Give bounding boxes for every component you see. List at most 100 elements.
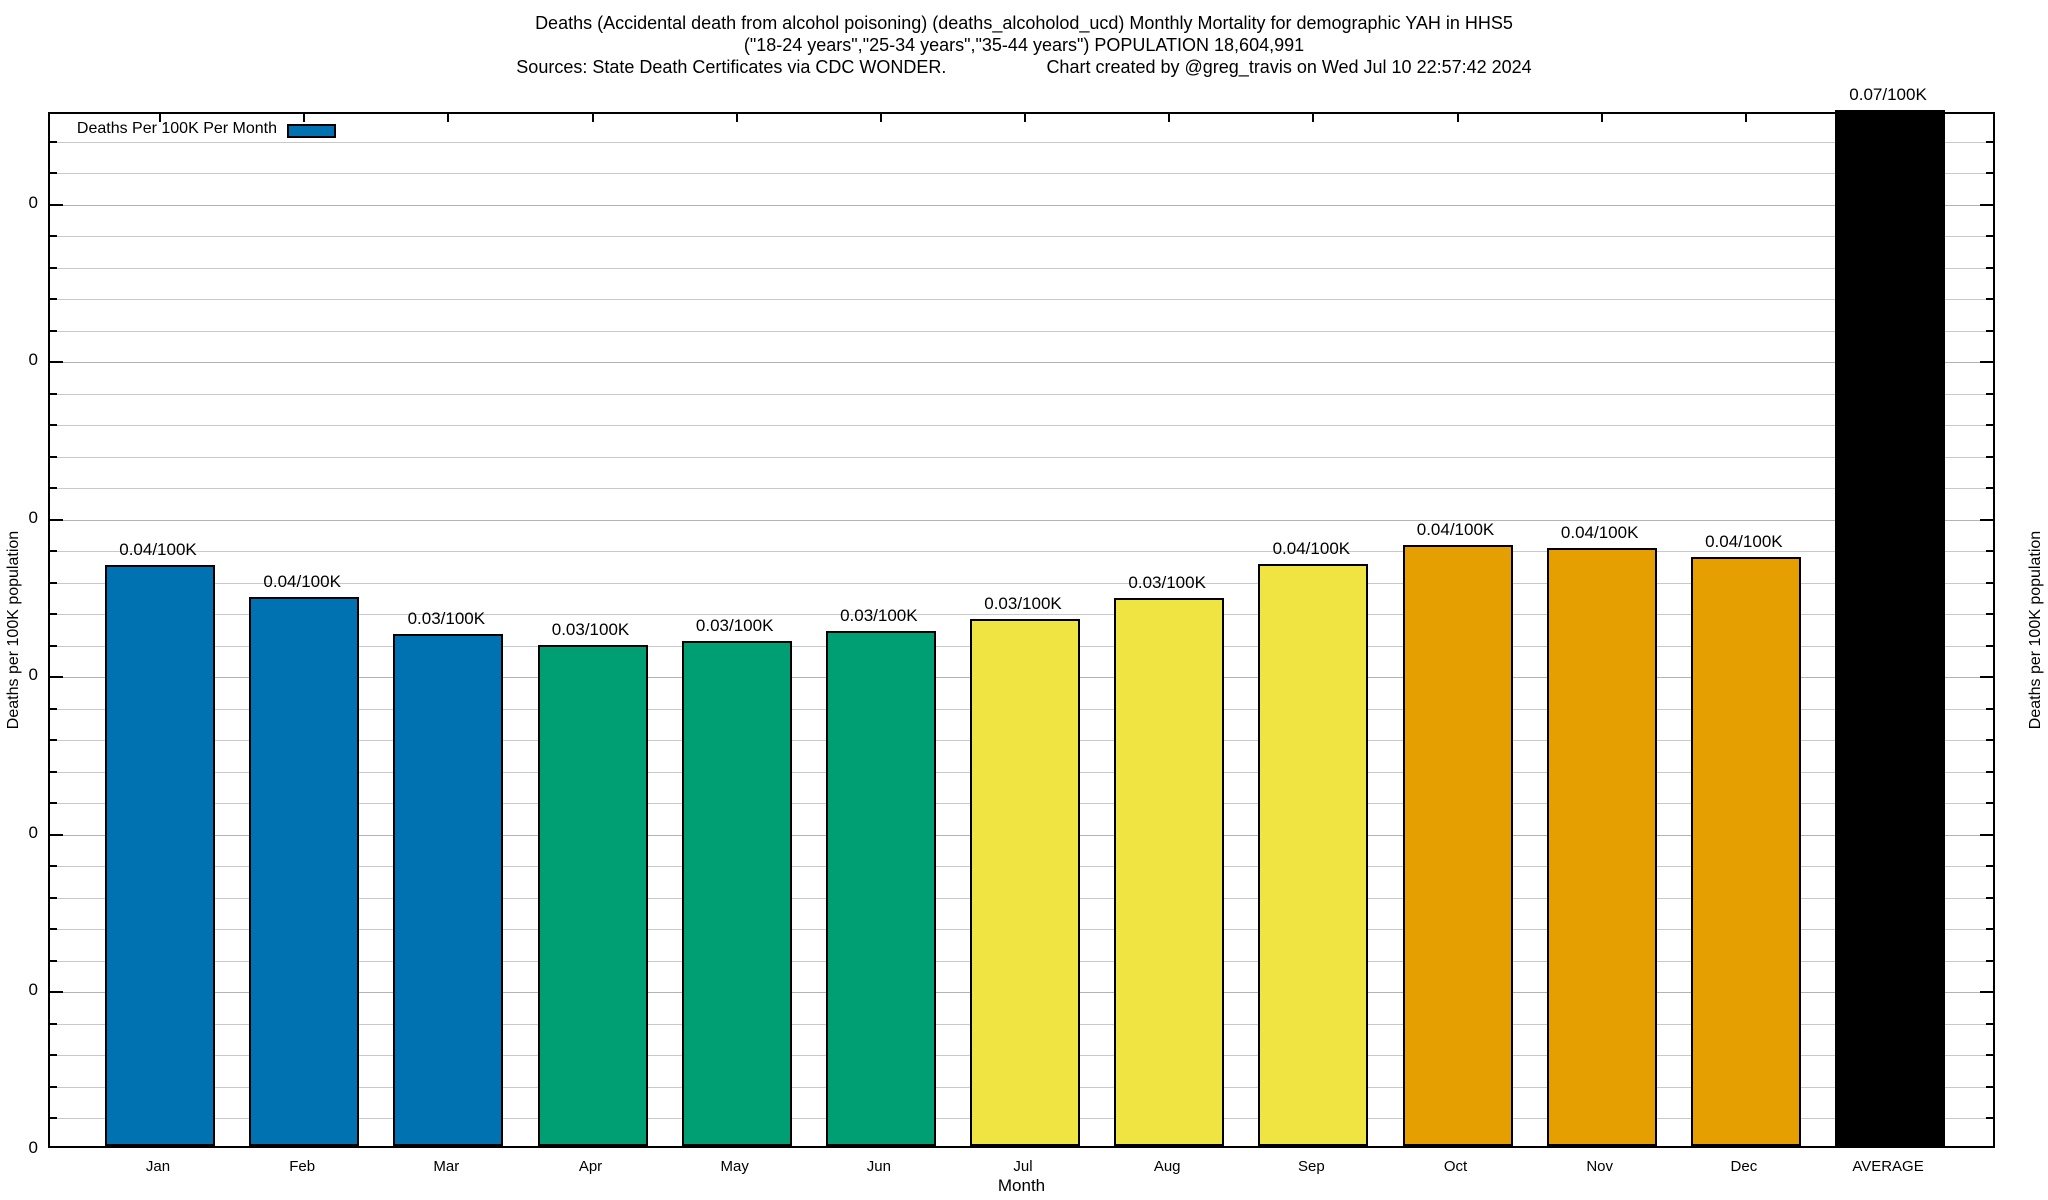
y-tick-left xyxy=(50,676,63,678)
bar-aug xyxy=(1114,598,1225,1146)
y-tick-left xyxy=(50,393,57,395)
y-tick-left xyxy=(50,172,57,174)
x-axis-label: Month xyxy=(997,1176,1046,1195)
x-tick-label: Jan xyxy=(145,1158,171,1175)
y-tick-right xyxy=(1986,1086,1993,1088)
y-tick-left xyxy=(50,991,63,993)
y-tick-right xyxy=(1986,582,1993,584)
y-tick-right xyxy=(1986,708,1993,710)
x-tick-top xyxy=(1024,114,1027,122)
bar-value-label: 0.03/100K xyxy=(984,594,1062,613)
gridline-minor xyxy=(50,142,1993,143)
bar-jul xyxy=(970,619,1081,1146)
y-tick-left xyxy=(50,960,57,962)
x-tick-top xyxy=(591,114,594,122)
y-tick-left xyxy=(50,928,57,930)
gridline-minor xyxy=(50,457,1993,458)
chart-title-line3: Sources: State Death Certificates via CD… xyxy=(0,56,2048,78)
bar-value-label: 0.03/100K xyxy=(551,620,630,639)
x-tick-label: Apr xyxy=(578,1158,603,1175)
chart-title-line2: ("18-24 years","25-34 years","35-44 year… xyxy=(743,35,1305,55)
y-tick-left xyxy=(50,424,57,426)
bar-apr xyxy=(537,645,648,1146)
y-axis-label-left: Deaths per 100K population xyxy=(5,530,22,730)
y-tick-left xyxy=(50,204,63,206)
y-tick-label: 0 xyxy=(28,1138,38,1157)
x-tick-top xyxy=(879,114,882,122)
y-tick-right xyxy=(1986,298,1993,300)
gridline-major xyxy=(50,362,1993,363)
y-tick-left xyxy=(50,1054,57,1056)
y-tick-right xyxy=(1986,771,1993,773)
bar-value-label: 0.04/100K xyxy=(263,572,341,591)
y-tick-left xyxy=(50,865,57,867)
y-tick-left xyxy=(50,1023,57,1025)
y-tick-right xyxy=(1986,141,1993,143)
gridline-minor xyxy=(50,488,1993,489)
y-tick-right xyxy=(1986,928,1993,930)
bar-value-label: 0.04/100K xyxy=(1560,523,1639,542)
bar-value-label: 0.03/100K xyxy=(407,609,486,628)
y-tick-right xyxy=(1986,613,1993,615)
y-tick-left xyxy=(50,298,57,300)
y-tick-left xyxy=(50,613,57,615)
y-tick-right xyxy=(1986,172,1993,174)
y-tick-right xyxy=(1980,361,1993,363)
y-tick-right xyxy=(1986,1023,1993,1025)
y-tick-left xyxy=(50,897,57,899)
y-tick-right xyxy=(1986,487,1993,489)
x-tick-top xyxy=(1889,114,1892,122)
y-tick-label: 0 xyxy=(28,980,38,999)
y-tick-right xyxy=(1986,393,1993,395)
y-tick-left xyxy=(50,1086,57,1088)
y-tick-left xyxy=(50,582,57,584)
x-tick-top xyxy=(303,114,306,122)
bar-value-label: 0.04/100K xyxy=(1272,539,1351,558)
y-tick-label: 0 xyxy=(28,665,38,684)
gridline-minor xyxy=(50,299,1993,300)
chart-sources-note: Sources: State Death Certificates via CD… xyxy=(516,57,947,77)
bar-dec xyxy=(1690,557,1801,1146)
x-tick-label: Nov xyxy=(1586,1158,1614,1175)
x-tick-top xyxy=(447,114,450,122)
chart-title-block: Deaths (Accidental death from alcohol po… xyxy=(0,12,2048,78)
y-tick-left xyxy=(50,330,57,332)
x-tick-label: Mar xyxy=(433,1158,460,1175)
bar-average xyxy=(1835,110,1946,1146)
y-tick-label: 0 xyxy=(28,193,38,212)
y-tick-left xyxy=(50,802,57,804)
y-tick-right xyxy=(1980,676,1993,678)
y-tick-left xyxy=(50,267,57,269)
gridline-minor xyxy=(50,236,1993,237)
y-tick-right xyxy=(1986,424,1993,426)
y-tick-right xyxy=(1986,802,1993,804)
y-tick-left xyxy=(50,708,57,710)
bar-value-label: 0.04/100K xyxy=(119,540,197,559)
y-tick-right xyxy=(1986,897,1993,899)
bar-value-label: 0.03/100K xyxy=(840,606,918,625)
bar-nov xyxy=(1546,548,1657,1146)
x-tick-top xyxy=(159,114,161,122)
x-tick-label: AVERAGE xyxy=(1852,1158,1924,1175)
y-tick-right xyxy=(1980,834,1993,836)
y-tick-left xyxy=(50,487,57,489)
gridline-minor xyxy=(50,583,1993,584)
y-tick-left xyxy=(50,361,63,363)
x-tick-top xyxy=(1744,114,1747,122)
y-tick-right xyxy=(1986,330,1993,332)
chart-credit-note: Chart created by @greg_travis on Wed Jul… xyxy=(1046,57,1532,77)
x-tick-label: Sep xyxy=(1298,1158,1325,1175)
y-tick-right xyxy=(1980,204,1993,206)
y-tick-right xyxy=(1986,235,1993,237)
y-tick-right xyxy=(1986,645,1993,647)
bar-value-label: 0.03/100K xyxy=(695,616,774,635)
y-tick-label: 0 xyxy=(28,350,38,369)
y-tick-left xyxy=(50,771,57,773)
gridline-minor xyxy=(50,614,1993,615)
y-axis-label-right: Deaths per 100K population xyxy=(2027,530,2044,730)
y-tick-right xyxy=(1986,865,1993,867)
gridline-minor xyxy=(50,173,1993,174)
x-tick-label: Dec xyxy=(1730,1158,1758,1175)
y-tick-left xyxy=(50,834,63,836)
